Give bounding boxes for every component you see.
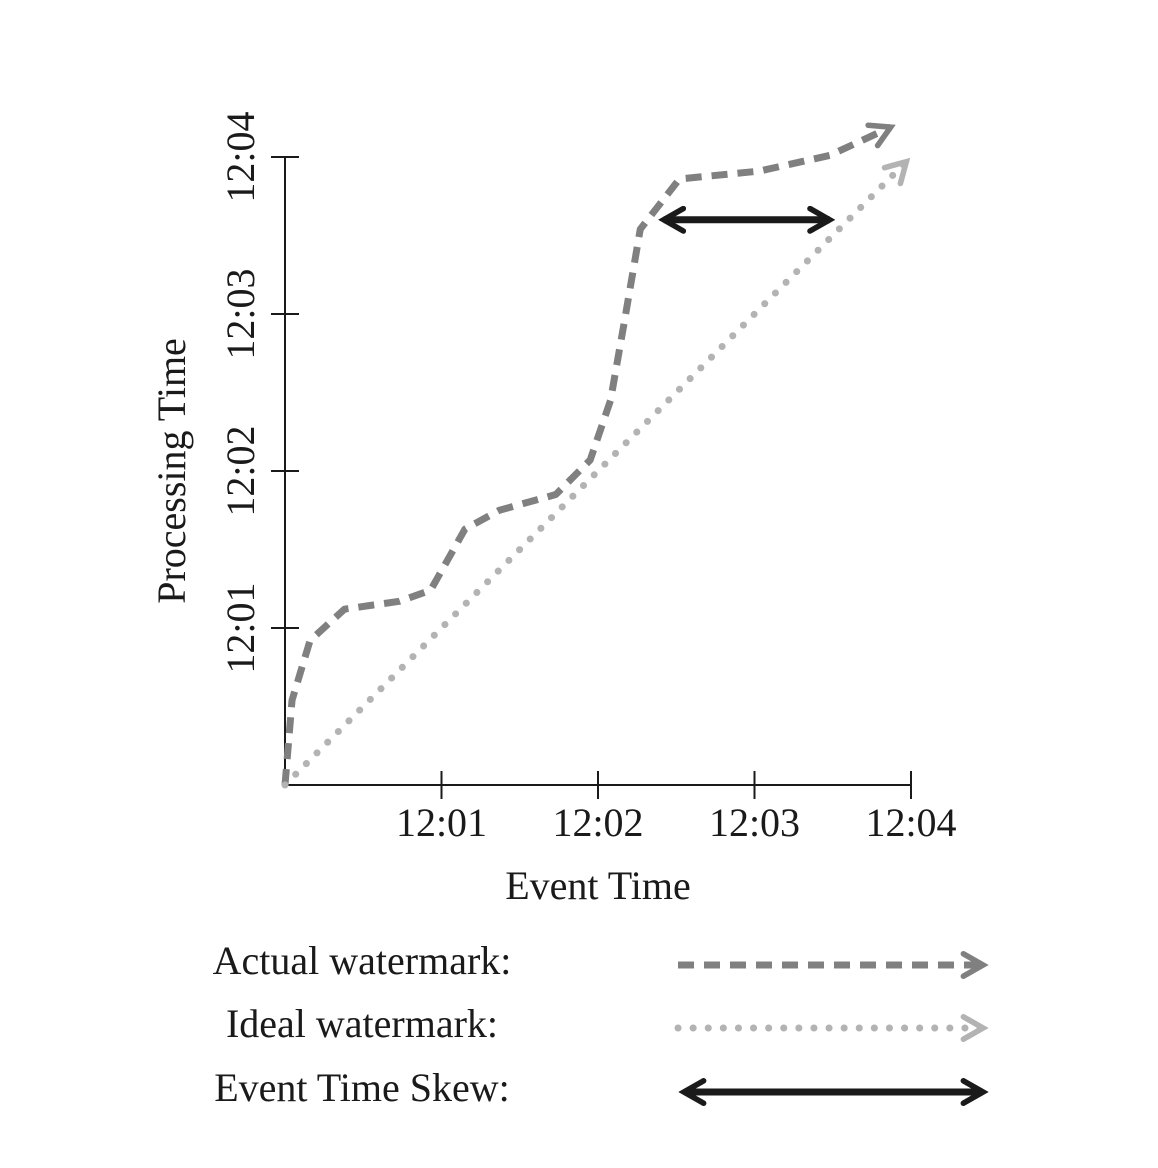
x-tick-label: 12:01	[396, 800, 487, 845]
x-tick-label: 12:02	[552, 800, 643, 845]
legend-label: Event Time Skew:	[214, 1065, 510, 1110]
series-line	[281, 122, 896, 786]
y-tick-label: 12:04	[218, 111, 263, 202]
series-line	[281, 157, 911, 789]
x-tick-label: 12:03	[709, 800, 800, 845]
y-tick-label: 12:01	[218, 582, 263, 673]
y-tick-label: 12:02	[218, 425, 263, 516]
y-tick-label: 12:03	[218, 268, 263, 359]
y-axis-label: Processing Time	[149, 338, 194, 604]
legend-label: Ideal watermark:	[226, 1001, 498, 1046]
x-tick-label: 12:04	[865, 800, 956, 845]
x-axis-label: Event Time	[505, 863, 691, 908]
legend-label: Actual watermark:	[213, 938, 512, 983]
